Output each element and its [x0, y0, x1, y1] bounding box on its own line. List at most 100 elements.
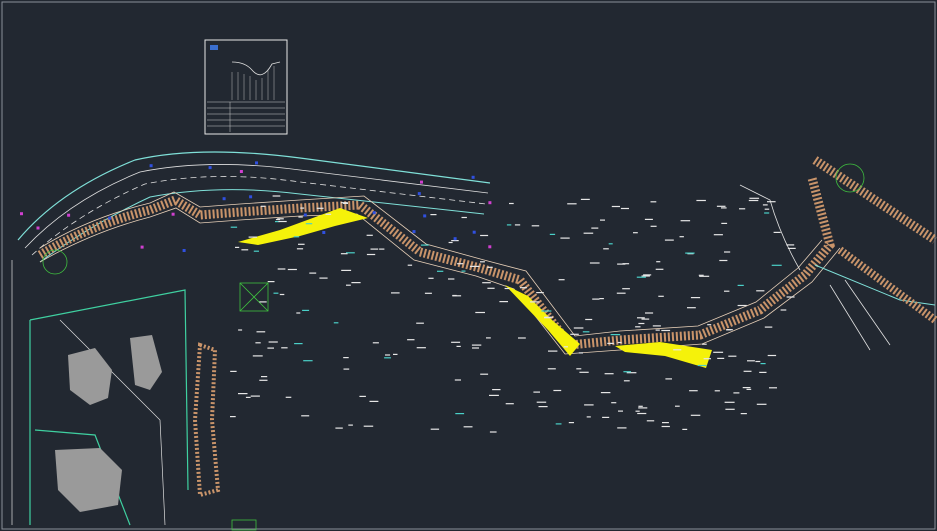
dimension-mark: [707, 324, 712, 326]
dimension-mark: [739, 208, 746, 210]
dimension-mark: [416, 322, 424, 324]
dimension-mark: [343, 357, 349, 359]
dimension-mark: [650, 201, 657, 203]
dimension-mark: [451, 341, 461, 343]
dimension-mark: [728, 355, 737, 357]
dimension-mark: [346, 284, 351, 286]
dimension-mark: [309, 272, 317, 274]
point-marker: [488, 245, 492, 249]
dimension-mark: [662, 422, 669, 424]
point-marker: [453, 237, 457, 241]
dimension-mark: [563, 346, 568, 348]
dimension-mark: [268, 341, 278, 343]
dimension-mark: [749, 197, 760, 199]
dimension-mark: [742, 387, 751, 389]
dimension-mark: [267, 347, 274, 349]
dimension-mark: [756, 290, 765, 292]
dimension-mark: [471, 344, 482, 346]
dimension-mark: [578, 352, 583, 354]
dimension-mark: [448, 241, 453, 244]
point-marker: [149, 164, 153, 168]
dimension-mark: [780, 309, 787, 311]
dimension-mark: [407, 339, 415, 341]
dimension-mark: [664, 239, 674, 241]
dimension-mark: [261, 376, 268, 378]
dimension-mark: [764, 208, 770, 210]
parcel-line: [29, 289, 189, 491]
dimension-mark: [333, 322, 339, 324]
dimension-mark: [623, 371, 631, 373]
dimension-mark: [724, 290, 730, 292]
dimension-mark: [455, 413, 465, 415]
dimension-mark: [340, 253, 348, 255]
dimension-mark: [591, 227, 599, 229]
dimension-mark: [343, 368, 350, 370]
dimension-mark: [737, 284, 744, 286]
dimension-mark: [655, 329, 660, 331]
dimension-mark: [480, 261, 485, 263]
point-marker: [488, 201, 492, 205]
dimension-mark: [252, 355, 263, 357]
title-block-frame: [204, 39, 288, 135]
road-edge: [24, 164, 489, 249]
dimension-mark: [530, 301, 540, 303]
dimension-mark: [582, 331, 590, 333]
point-marker: [249, 195, 253, 199]
building: [130, 335, 162, 390]
dimension-mark: [492, 389, 501, 391]
point-marker: [140, 245, 144, 249]
dimension-mark: [769, 387, 777, 389]
dimension-mark: [518, 337, 526, 339]
dimension-mark: [719, 259, 728, 262]
dimension-mark: [635, 410, 640, 412]
dimension-mark: [733, 392, 740, 394]
dimension-mark: [762, 204, 768, 206]
dimension-mark: [599, 298, 604, 300]
point-marker: [420, 180, 423, 184]
point-marker: [239, 170, 243, 173]
dimension-mark: [764, 326, 773, 328]
symbol-cross: [239, 282, 269, 312]
dimension-mark: [755, 360, 761, 363]
point-marker: [372, 211, 376, 215]
dimension-mark: [553, 389, 562, 392]
dimension-mark: [737, 304, 747, 307]
dimension-mark: [351, 282, 361, 284]
dimension-mark: [469, 265, 480, 267]
dimension-mark: [230, 416, 236, 418]
dimension-mark: [260, 205, 266, 207]
dimension-mark: [626, 372, 637, 374]
point-marker: [322, 231, 326, 234]
point-marker: [208, 166, 212, 170]
tree: [42, 249, 68, 275]
dimension-mark: [607, 342, 614, 344]
dimension-mark: [509, 202, 514, 205]
dimension-mark: [366, 234, 373, 236]
dimension-mark: [343, 202, 348, 204]
dimension-mark: [673, 349, 682, 351]
dimension-mark: [301, 415, 310, 417]
dimension-mark: [452, 295, 462, 297]
road-edge: [17, 151, 491, 241]
dimension-mark: [652, 325, 661, 327]
dimension-mark: [437, 270, 444, 272]
dimension-mark: [771, 264, 782, 266]
dimension-mark: [230, 370, 237, 372]
dimension-mark: [430, 214, 437, 216]
dimension-mark: [298, 243, 305, 245]
dimension-mark: [586, 416, 591, 418]
dimension-mark: [623, 380, 630, 382]
dimension-mark: [472, 347, 479, 349]
point-marker: [423, 214, 427, 218]
dimension-mark: [238, 329, 243, 331]
dimension-mark: [748, 199, 759, 202]
dimension-mark: [296, 248, 304, 250]
dimension-mark: [679, 236, 684, 238]
dimension-mark: [604, 373, 614, 375]
trail: [37, 176, 841, 355]
dimension-mark: [600, 219, 605, 221]
dimension-mark: [531, 225, 540, 227]
